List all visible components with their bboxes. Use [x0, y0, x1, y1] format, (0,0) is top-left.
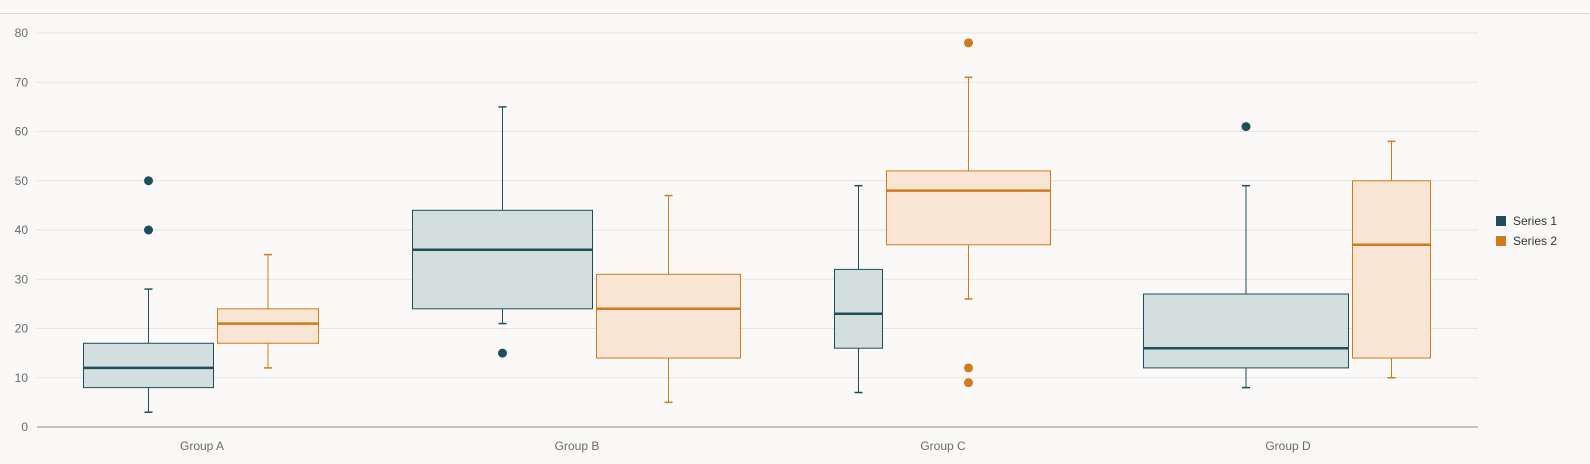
- box-2-4: [1352, 140, 1431, 379]
- iqr-box: [596, 273, 741, 359]
- y-tick-label: 40: [15, 223, 29, 237]
- x-category-label: Group B: [555, 439, 600, 453]
- x-category-label: Group C: [920, 439, 966, 453]
- iqr-box: [1143, 293, 1349, 369]
- iqr-box: [834, 268, 883, 349]
- legend-label: Series 1: [1513, 214, 1557, 228]
- outlier-point: [964, 378, 973, 388]
- x-axis: Group A Group B Group C Group D: [180, 439, 1311, 453]
- legend-swatch: [1496, 216, 1506, 226]
- iqr-box: [217, 308, 319, 344]
- legend-swatch: [1496, 236, 1506, 246]
- plot-area: [83, 38, 1431, 413]
- box-1-4: [1143, 122, 1349, 389]
- box-2-1: [217, 253, 319, 369]
- outlier-point: [1241, 122, 1251, 132]
- iqr-box: [886, 170, 1051, 246]
- iqr-box: [412, 209, 593, 310]
- outlier-point: [498, 348, 507, 358]
- box-1-3: [834, 184, 883, 394]
- x-category-label: Group D: [1265, 439, 1311, 453]
- y-tick-label: 50: [15, 174, 29, 188]
- y-tick-label: 60: [15, 125, 29, 139]
- y-tick-label: 30: [15, 272, 29, 286]
- y-tick-label: 0: [21, 420, 28, 434]
- y-tick-label: 10: [15, 371, 29, 385]
- legend: Series 1 Series 2: [1496, 214, 1557, 248]
- legend-label: Series 2: [1513, 234, 1557, 248]
- box-2-3: [886, 38, 1051, 388]
- outlier-point: [964, 363, 973, 373]
- y-tick-label: 20: [15, 322, 29, 336]
- outlier-point: [144, 225, 153, 235]
- y-tick-label: 70: [15, 75, 29, 89]
- iqr-box: [83, 342, 214, 389]
- box-1-2: [412, 106, 593, 358]
- box-1-1: [83, 176, 214, 413]
- x-category-label: Group A: [180, 439, 224, 453]
- outlier-point: [964, 38, 973, 48]
- y-tick-label: 80: [15, 26, 29, 40]
- y-axis: 0 10 20 30 40 50 60 70 80: [15, 26, 1478, 434]
- box-2-2: [596, 194, 741, 404]
- iqr-box: [1352, 180, 1431, 359]
- outlier-point: [144, 176, 153, 186]
